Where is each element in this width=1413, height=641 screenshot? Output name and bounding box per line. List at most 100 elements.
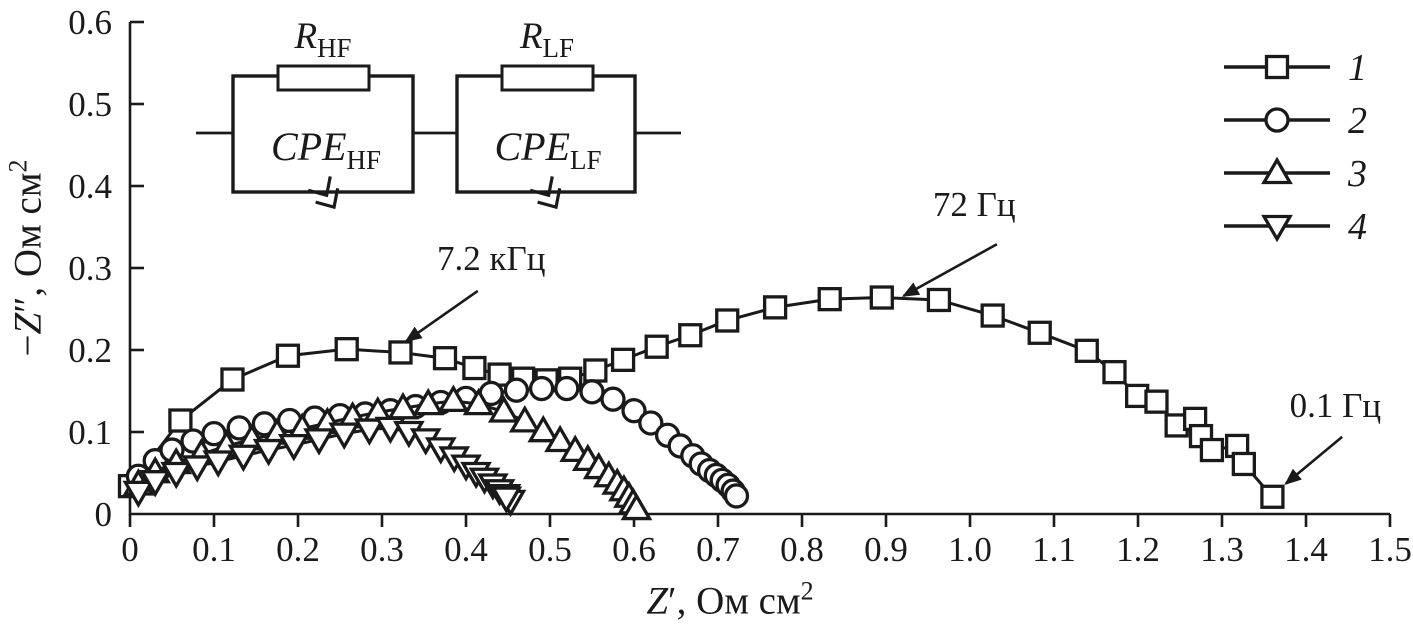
chevron: [315, 188, 340, 210]
data-point-marker: [544, 424, 576, 453]
resistor-box-rhf: [276, 64, 371, 92]
x-tick-label: 0.8: [780, 530, 824, 569]
data-point-marker: [1199, 437, 1225, 463]
data-point-marker: [1102, 359, 1127, 385]
y-tick-label: 0.4: [68, 167, 112, 206]
data-point-marker: [462, 355, 487, 381]
y-tick-label: 0.1: [68, 413, 112, 452]
legend-marker-circle: [1264, 107, 1290, 133]
data-point-marker: [432, 346, 458, 371]
data-point-marker: [168, 408, 193, 433]
data-point-marker: [620, 492, 653, 521]
annotation-label: 7.2 кГц: [437, 239, 545, 278]
data-point-marker: [412, 387, 445, 416]
data-point-marker: [621, 398, 647, 424]
x-tick-label: 0: [121, 530, 139, 569]
legend-label: 4: [1348, 206, 1367, 248]
data-point-marker: [181, 455, 214, 483]
data-point-marker: [122, 480, 155, 509]
legend-item-1: 1: [1224, 47, 1367, 89]
data-point-marker: [1027, 320, 1052, 345]
series-layer: [117, 285, 1285, 521]
x-tick-label: 0.5: [528, 530, 572, 569]
legend-label: 2: [1348, 100, 1367, 142]
x-tick-label: 1.2: [1116, 530, 1160, 569]
legend-marker-triangle-down: [1261, 214, 1293, 243]
data-point-marker: [437, 384, 470, 412]
y-axis-title: −Z″, Ом см2: [3, 159, 50, 357]
annotation-arrow: [901, 243, 998, 298]
legend-item-2: 2: [1224, 100, 1367, 142]
x-tick-label: 1.5: [1368, 530, 1412, 569]
y-tick-label: 0.6: [68, 3, 112, 42]
equivalent-circuit-inset: RHF CPEHF RLF CPELF: [196, 16, 681, 210]
x-tick-label: 0.4: [444, 530, 488, 569]
legend: 1 2 3 4: [1224, 47, 1367, 248]
x-tick-label: 0.9: [864, 530, 908, 569]
data-point-marker: [353, 418, 386, 446]
data-point-marker: [610, 347, 636, 372]
chevron: [537, 188, 562, 210]
x-tick-label: 1.4: [1284, 530, 1328, 569]
data-point-marker: [579, 379, 605, 405]
data-point-marker: [388, 340, 413, 365]
axes: 0 0.1 0.2 0.3 0.4 0.5 0.6 0.7 0.8 0.9 1.0 1.1 1.2 1.3…: [68, 3, 1412, 569]
annotation-label: 0.1 Гц: [1290, 386, 1381, 425]
x-tick-label: 0.2: [276, 530, 320, 569]
data-point-marker: [678, 323, 703, 348]
data-point-marker: [220, 367, 245, 392]
data-point-marker: [980, 303, 1005, 328]
data-point-marker: [762, 295, 788, 320]
annotation-0.1-Гц: 0.1 Гц: [1284, 386, 1381, 485]
data-point-marker: [139, 470, 172, 498]
data-point-marker: [583, 358, 608, 383]
cpe-symbol-hf: [307, 176, 340, 210]
x-tick-label: 1.3: [1200, 530, 1244, 569]
x-axis-title: Z′, Ом см2: [646, 576, 814, 623]
annotation-arrow: [404, 289, 479, 343]
x-tick-label: 1.1: [1032, 530, 1076, 569]
data-point-marker: [202, 450, 235, 478]
x-tick-label: 0.7: [696, 530, 740, 569]
legend-label: 3: [1347, 153, 1367, 195]
y-tick-label: 0.5: [68, 85, 112, 124]
annotations-layer: 7.2 кГц 72 Гц 0.1 Гц: [404, 185, 1381, 485]
data-point-marker: [303, 428, 335, 456]
data-point-marker: [600, 386, 626, 412]
annotation-arrow: [1284, 435, 1343, 485]
x-tick-label: 0.3: [360, 530, 404, 569]
annotation-label: 72 Гц: [933, 185, 1016, 224]
x-tick-label: 0.1: [192, 530, 236, 569]
data-point-marker: [508, 405, 541, 433]
data-point-marker: [462, 387, 495, 416]
legend-item-4: 4: [1224, 206, 1367, 248]
data-point-marker: [817, 287, 842, 312]
data-point-marker: [490, 486, 523, 514]
data-point-marker: [1074, 338, 1099, 363]
legend-label: 1: [1348, 47, 1367, 89]
data-point-marker: [644, 334, 669, 359]
data-point-marker: [1144, 389, 1169, 414]
data-point-marker: [227, 444, 260, 473]
data-point-marker: [638, 410, 664, 436]
data-point-marker: [715, 308, 740, 333]
x-tick-label: 0.6: [612, 530, 656, 569]
data-point-marker: [275, 343, 301, 368]
data-point-marker: [528, 375, 555, 402]
data-point-marker: [160, 461, 193, 490]
data-point-marker: [723, 483, 750, 509]
data-point-marker: [277, 433, 310, 462]
data-point-marker: [1231, 451, 1256, 477]
circuit-label-r-hf: RHF: [293, 16, 351, 63]
circuit-label-r-lf: RLF: [519, 16, 574, 63]
data-point-marker: [252, 438, 285, 467]
data-point-marker: [527, 414, 560, 443]
legend-marker-square: [1264, 54, 1290, 80]
legend-item-3: 3: [1224, 153, 1367, 195]
x-tick-label: 1.0: [948, 530, 992, 569]
chevron: [529, 176, 554, 198]
annotation-7.2-кГц: 7.2 кГц: [404, 239, 545, 343]
legend-marker-triangle-up: [1261, 156, 1293, 185]
y-tick-label: 0.3: [68, 249, 112, 288]
